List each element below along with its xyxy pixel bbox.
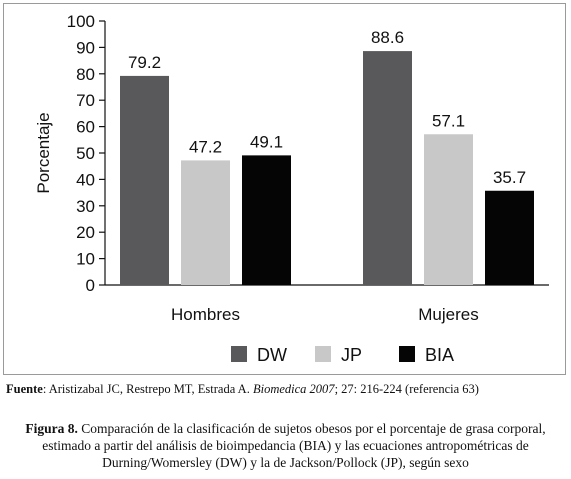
y-axis-title: Porcentaje [34,112,53,193]
figure-caption: Figura 8. Comparación de la clasificació… [8,420,563,471]
legend-label-dw: DW [257,345,287,365]
data-label: 35.7 [493,168,526,187]
y-tick-label: 20 [76,223,95,242]
bar-bia-mujeres [485,190,534,285]
data-label: 57.1 [432,111,465,130]
x-category-label: Mujeres [418,305,478,324]
data-label: 49.1 [250,132,283,151]
y-tick-label: 100 [67,12,95,31]
y-tick-label: 70 [76,91,95,110]
y-tick-label: 10 [76,250,95,269]
bar-jp-mujeres [424,134,473,285]
caption-text: Comparación de la clasificación de sujet… [42,421,546,470]
bar-bia-hombres [242,155,291,285]
source-label: Fuente [6,382,43,396]
source-line: Fuente: Aristizabal JC, Restrepo MT, Est… [6,382,566,397]
data-label: 47.2 [189,137,222,156]
source-text-after: ; 27: 216-224 (referencia 63) [334,382,479,396]
y-tick-label: 40 [76,170,95,189]
legend-swatch-dw [231,346,247,362]
bar-jp-hombres [181,160,230,285]
y-tick-label: 50 [76,144,95,163]
source-journal: Biomedica 2007 [252,382,335,396]
y-tick-label: 0 [86,276,95,295]
y-tick-label: 30 [76,197,95,216]
y-tick-label: 80 [76,65,95,84]
data-label: 88.6 [371,28,404,47]
caption-label: Figura 8. [25,421,78,436]
legend-swatch-bia [399,346,415,362]
chart-frame: 0 10 20 30 40 50 60 70 80 90 100 Porcentaje 79.2 47.2… [3,3,566,375]
bar-dw-mujeres [363,51,412,285]
legend-label-bia: BIA [425,345,454,365]
bar-chart: 0 10 20 30 40 50 60 70 80 90 100 Porcentaje 79.2 47.2… [34,12,549,365]
legend-label-jp: JP [341,345,362,365]
source-text-before: : Aristizabal JC, Restrepo MT, Estrada A… [42,382,253,396]
bar-dw-hombres [120,75,169,285]
y-tick-label: 90 [76,38,95,57]
data-label: 79.2 [128,53,161,72]
y-tick-label: 60 [76,118,95,137]
legend-swatch-jp [315,346,331,362]
x-category-label: Hombres [171,305,240,324]
